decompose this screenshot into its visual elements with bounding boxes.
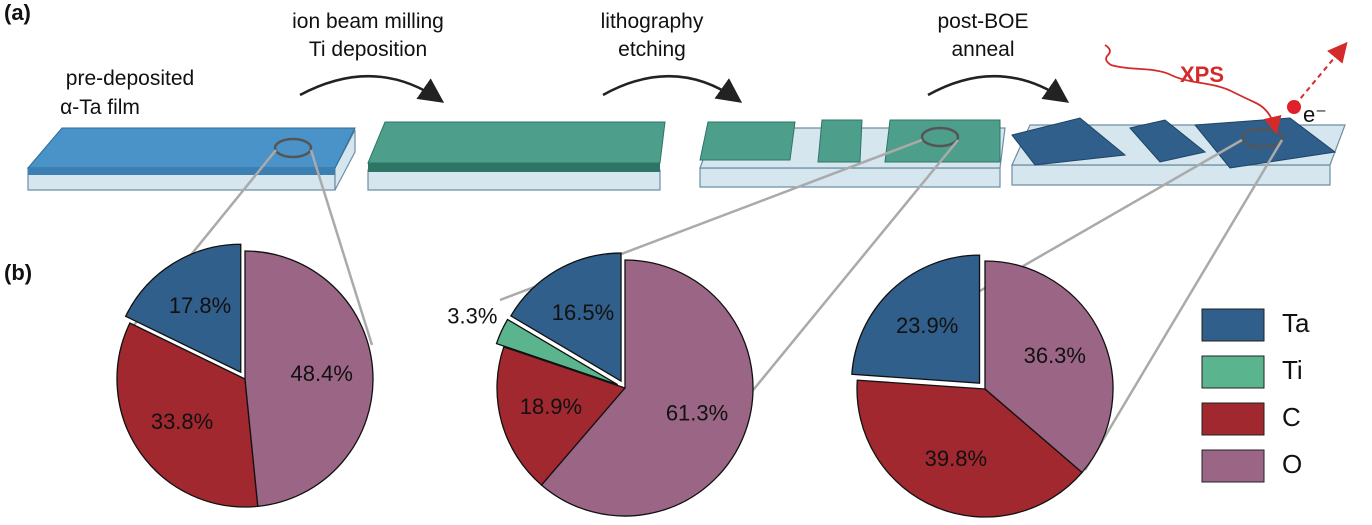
- value-label: 23.9%: [896, 313, 958, 338]
- panel-label: (b): [4, 260, 32, 285]
- legend-swatch: [1201, 308, 1265, 342]
- legend-label: O: [1282, 449, 1302, 479]
- value-label: 36.3%: [1024, 343, 1086, 368]
- connector: [744, 139, 959, 401]
- arrow: [602, 74, 743, 103]
- pie-slice: [495, 318, 619, 386]
- slab: [1011, 117, 1346, 186]
- value-label: 33.8%: [151, 409, 213, 434]
- slab: [26, 127, 356, 191]
- connector: [1083, 139, 1284, 471]
- value-label: 39.8%: [925, 446, 987, 471]
- pie-slice: [244, 250, 374, 508]
- electron: [1287, 100, 1301, 114]
- value-label: 17.8%: [169, 293, 231, 318]
- pie-slice: [851, 254, 981, 384]
- legend-label: C: [1282, 402, 1301, 432]
- slab: [699, 119, 1006, 188]
- pie-slice: [496, 346, 627, 486]
- step-label: α-Ta film: [60, 96, 140, 119]
- legend-swatch: [1201, 402, 1265, 436]
- step-label: post-BOE: [937, 10, 1028, 33]
- arrow: [927, 74, 1070, 103]
- pie-slice: [116, 322, 259, 508]
- step-label: etching: [618, 38, 686, 61]
- step-label: ion beam milling: [292, 10, 444, 33]
- value-label: 18.9%: [520, 394, 582, 419]
- pie-slice: [509, 252, 622, 383]
- value-label: 16.5%: [552, 300, 614, 325]
- pie-charts: 17.8% 33.8% 48.4% 16.5% 3.3% 18.9% 61.3% Ta Ti CO…: [116, 243, 1310, 518]
- step-label: Ti deposition: [309, 38, 427, 61]
- step-label: lithography: [601, 10, 704, 33]
- electron-label: e⁻: [1303, 102, 1327, 127]
- photoelectron: [1294, 41, 1348, 106]
- pie-slice: [856, 379, 1083, 518]
- pie-slice: [124, 243, 242, 374]
- legend-label: Ta: [1282, 308, 1310, 338]
- legend-swatch: [1201, 355, 1265, 389]
- arrow: [299, 74, 445, 103]
- value-label: 61.3%: [666, 401, 728, 426]
- xps-label: XPS: [1180, 62, 1224, 87]
- legend-label: Ti: [1282, 355, 1303, 385]
- pie-slice: [540, 259, 754, 517]
- pie-slice: [984, 260, 1114, 474]
- slab: [367, 121, 666, 191]
- value-label: 3.3%: [447, 304, 497, 329]
- step-label: anneal: [951, 38, 1014, 61]
- panel-label: (a): [4, 0, 31, 25]
- legend-swatch: [1201, 449, 1265, 483]
- value-label: 48.4%: [291, 361, 353, 386]
- connector: [309, 149, 374, 346]
- x-ray: [1104, 44, 1282, 135]
- step-label: pre-deposited: [66, 67, 194, 90]
